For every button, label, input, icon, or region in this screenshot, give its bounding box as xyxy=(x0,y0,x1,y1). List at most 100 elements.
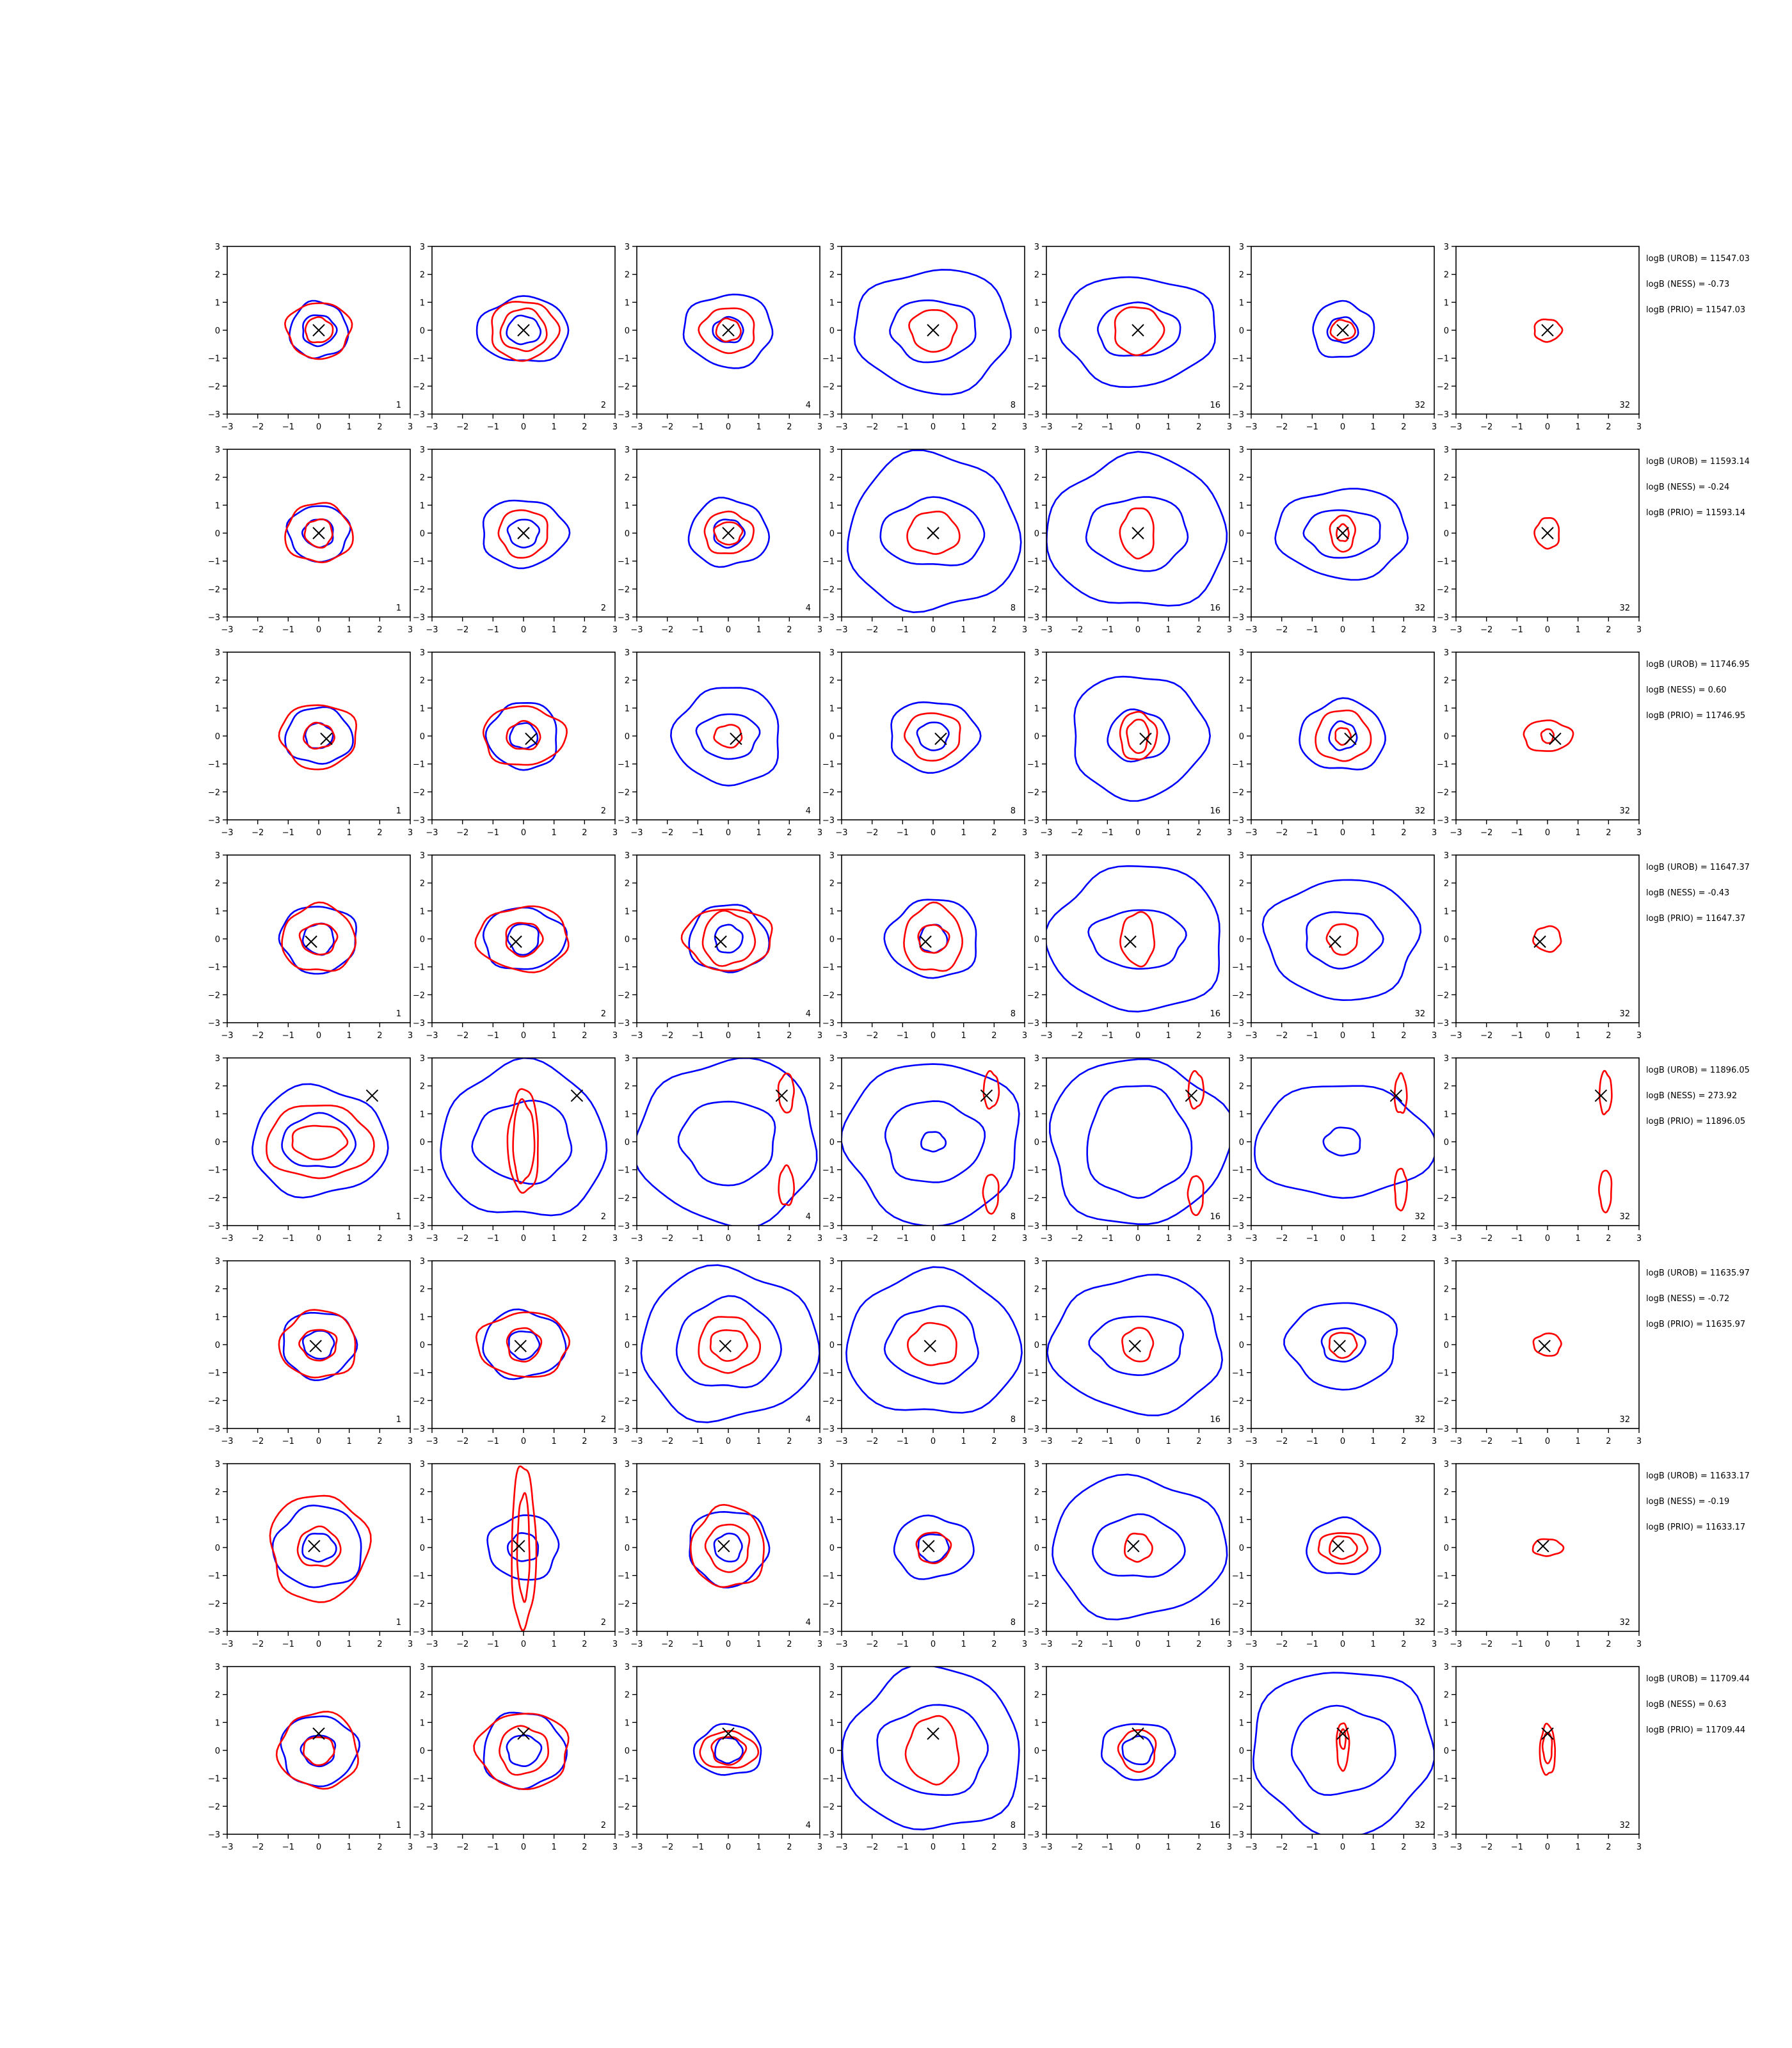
x-tick-label: 1 xyxy=(1576,1437,1581,1446)
x-tick-label: −3 xyxy=(426,1031,438,1041)
blue-contour xyxy=(890,701,982,774)
subplot: −3−3 −2 −2 −1 −1 0 0 1 1 2 2 3 3 8 xyxy=(822,243,1027,432)
blue-contour xyxy=(714,924,744,954)
y-tick-label: −2 xyxy=(1437,1802,1449,1812)
blue-contour xyxy=(508,1331,541,1361)
true-value-x-marker xyxy=(308,1540,321,1553)
y-tick-label: −3 xyxy=(413,1628,425,1637)
true-value-x-marker xyxy=(719,1340,732,1352)
sample-count-label: 8 xyxy=(1011,1009,1016,1019)
x-tick-label: 2 xyxy=(991,422,996,432)
x-tick-label: 2 xyxy=(991,1234,996,1244)
x-tick-label: 0 xyxy=(1340,1640,1345,1649)
red-contour xyxy=(1539,1722,1556,1776)
sample-count-label: 1 xyxy=(396,1415,401,1425)
y-tick-label: −1 xyxy=(1232,557,1244,567)
y-tick-label: −2 xyxy=(208,1802,220,1812)
x-tick-label: −2 xyxy=(252,828,264,838)
y-tick-label: −2 xyxy=(618,1802,630,1812)
y-tick-label: 0 xyxy=(1239,1747,1244,1756)
sample-count-label: 32 xyxy=(1619,806,1630,816)
y-tick-label: 0 xyxy=(1034,1138,1039,1148)
x-tick-label: −2 xyxy=(1276,625,1288,635)
red-contour xyxy=(474,905,570,973)
blue-contour xyxy=(1046,865,1220,1013)
y-tick-label: 1 xyxy=(625,1110,630,1119)
true-value-x-marker xyxy=(1127,1540,1140,1553)
sample-count-label: 16 xyxy=(1210,806,1220,816)
x-tick-label: −2 xyxy=(1071,1031,1083,1041)
x-tick-label: 0 xyxy=(1545,1843,1550,1852)
red-contour xyxy=(303,518,333,549)
y-tick-label: 0 xyxy=(1239,326,1244,336)
plot-area xyxy=(1283,1302,1398,1391)
x-tick-label: 2 xyxy=(1196,422,1201,432)
y-tick-label: 1 xyxy=(1239,1313,1244,1322)
true-value-x-marker xyxy=(1541,324,1554,337)
x-tick-label: −1 xyxy=(487,1031,499,1041)
x-tick-label: 3 xyxy=(1432,1031,1437,1041)
y-tick-label: −2 xyxy=(208,991,220,1000)
x-tick-label: −3 xyxy=(835,625,847,635)
y-tick-label: −2 xyxy=(822,788,835,797)
y-tick-label: 2 xyxy=(1034,1488,1039,1498)
y-tick-label: −1 xyxy=(618,557,630,567)
y-tick-label: −3 xyxy=(1437,410,1449,420)
y-tick-label: 0 xyxy=(420,1747,425,1756)
y-tick-label: −3 xyxy=(1232,1830,1244,1840)
x-tick-label: −3 xyxy=(1245,1843,1257,1852)
y-tick-label: 1 xyxy=(625,907,630,916)
y-tick-label: −1 xyxy=(413,1166,425,1176)
y-tick-label: 1 xyxy=(215,907,220,916)
x-tick-label: 3 xyxy=(817,422,822,432)
y-tick-label: 3 xyxy=(625,243,630,252)
x-tick-label: 0 xyxy=(316,1437,321,1446)
x-tick-label: 2 xyxy=(991,625,996,635)
y-tick-label: 3 xyxy=(1034,243,1039,252)
x-tick-label: −2 xyxy=(252,1437,264,1446)
y-tick-label: 2 xyxy=(625,676,630,686)
y-tick-label: 1 xyxy=(1034,298,1039,308)
y-tick-label: −1 xyxy=(618,760,630,770)
x-tick-label: −1 xyxy=(487,1437,499,1446)
x-tick-label: 0 xyxy=(1135,1843,1140,1852)
y-tick-label: 0 xyxy=(1444,1341,1449,1350)
y-tick-label: 0 xyxy=(420,1341,425,1350)
x-tick-label: 0 xyxy=(1340,1234,1345,1244)
blue-contour xyxy=(1320,1327,1366,1363)
x-tick-label: −2 xyxy=(1276,422,1288,432)
x-tick-label: 3 xyxy=(1636,1437,1642,1446)
x-tick-label: 2 xyxy=(582,1031,587,1041)
y-tick-label: −3 xyxy=(822,613,835,623)
x-tick-label: −3 xyxy=(630,625,643,635)
blue-contour xyxy=(695,713,761,760)
y-tick-label: 1 xyxy=(829,501,835,511)
sample-count-label: 8 xyxy=(1011,1618,1016,1628)
x-tick-label: −1 xyxy=(1306,1437,1318,1446)
plot-area xyxy=(853,269,1012,396)
x-tick-label: 3 xyxy=(1432,1437,1437,1446)
y-tick-label: 1 xyxy=(420,1718,425,1728)
y-tick-label: −3 xyxy=(1027,1222,1039,1231)
x-tick-label: 2 xyxy=(1196,1437,1201,1446)
y-tick-label: 1 xyxy=(215,1516,220,1525)
y-tick-label: 0 xyxy=(829,1544,835,1553)
blue-contour xyxy=(637,1058,818,1226)
y-tick-label: 2 xyxy=(829,676,835,686)
red-contour xyxy=(689,1503,765,1588)
plot-area xyxy=(269,1494,372,1603)
panel-row: −3−3−2−2−1−1001122331−3−3−2−2−1−10011223… xyxy=(208,851,1750,1041)
x-tick-label: 3 xyxy=(408,1437,413,1446)
y-tick-label: 1 xyxy=(420,1516,425,1525)
y-tick-label: −3 xyxy=(1232,816,1244,826)
y-tick-label: 2 xyxy=(1034,1285,1039,1295)
x-tick-label: 2 xyxy=(991,828,996,838)
logb-annotation: logB (PRIO) = 11709.44 xyxy=(1646,1725,1745,1735)
y-tick-label: −3 xyxy=(208,1830,220,1840)
x-tick-label: 1 xyxy=(1371,1031,1376,1041)
y-tick-label: −1 xyxy=(1027,1572,1039,1581)
x-tick-label: 2 xyxy=(991,1437,996,1446)
true-value-x-marker xyxy=(312,324,325,337)
y-tick-label: −1 xyxy=(822,557,835,567)
